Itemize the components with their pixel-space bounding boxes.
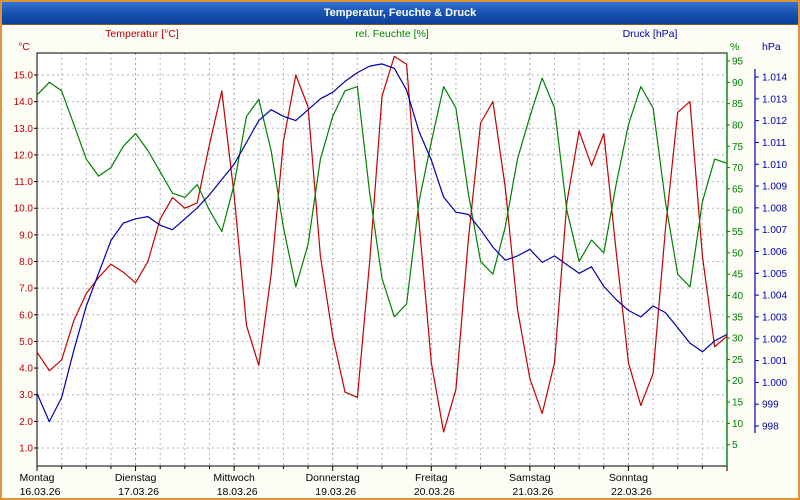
humidity-tick-label: 70 [732, 163, 744, 174]
day-label: Freitag [415, 472, 448, 484]
day-label: Mittwoch [213, 472, 255, 484]
humidity-tick-label: 85 [732, 99, 744, 110]
pressure-axis-unit: hPa [762, 41, 781, 53]
humidity-tick-label: 20 [732, 376, 744, 387]
humidity-tick-label: 15 [732, 398, 744, 409]
date-label: 19.03.26 [315, 486, 356, 498]
humidity-tick-label: 95 [732, 57, 744, 68]
temp-tick-label: 13.0 [14, 124, 34, 135]
date-label: 20.03.26 [414, 486, 455, 498]
humidity-tick-label: 80 [732, 120, 744, 131]
temp-tick-label: 11.0 [14, 177, 33, 188]
legend-pressure-label: Druck [hPa] [623, 28, 678, 40]
temp-tick-label: 5.0 [19, 337, 33, 348]
pressure-tick-label: 1.004 [762, 291, 787, 302]
legend-temp-label: Temperatur [°C] [105, 28, 179, 40]
window-title: Temperatur, Feuchte & Druck [323, 7, 477, 19]
humidity-tick-label: 45 [732, 270, 744, 281]
humidity-tick-label: 30 [732, 334, 744, 345]
pressure-tick-label: 1.007 [762, 225, 787, 236]
temp-tick-label: 1.0 [19, 444, 33, 455]
temp-tick-label: 4.0 [19, 364, 33, 375]
pressure-curve [36, 63, 728, 423]
pressure-tick-label: 1.012 [762, 116, 787, 127]
date-label: 18.03.26 [217, 486, 258, 498]
day-label: Montag [19, 472, 54, 484]
day-label: Sonntag [609, 472, 648, 484]
temp-tick-label: 9.0 [19, 230, 33, 241]
pressure-tick-label: 1.011 [762, 138, 787, 149]
chart-svg: Temperatur [°C] rel. Feuchte [%] Druck [hP… [14, 28, 788, 498]
pressure-tick-label: 1.001 [762, 356, 787, 367]
humidity-curve [36, 77, 728, 318]
humidity-tick-label: 40 [732, 291, 744, 302]
temp-tick-label: 15.0 [14, 71, 34, 82]
pressure-tick-label: 1.002 [762, 334, 787, 345]
temp-tick-label: 8.0 [19, 257, 33, 268]
pressure-tick-label: 1.006 [762, 247, 787, 258]
humidity-tick-label: 5 [732, 440, 738, 451]
humidity-tick-label: 75 [732, 142, 744, 153]
title-bar: Temperatur, Feuchte & Druck [2, 2, 798, 25]
pressure-tick-label: 1.009 [762, 182, 787, 193]
temp-axis-unit: °C [18, 41, 30, 53]
humidity-tick-label: 55 [732, 227, 744, 238]
day-label: Dienstag [115, 472, 157, 484]
humidity-axis-unit: % [730, 41, 739, 53]
pressure-tick-label: 999 [762, 400, 779, 411]
temperature-curve [36, 55, 728, 433]
pressure-tick-label: 1.014 [762, 73, 787, 84]
date-label: 16.03.26 [20, 486, 61, 498]
pressure-tick-label: 1.013 [762, 94, 787, 105]
date-label: 17.03.26 [118, 486, 159, 498]
humidity-tick-label: 10 [732, 419, 744, 430]
humidity-tick-label: 60 [732, 206, 744, 217]
temp-tick-label: 3.0 [19, 390, 33, 401]
humidity-tick-label: 65 [732, 184, 744, 195]
date-label: 21.03.26 [512, 486, 553, 498]
temp-tick-label: 7.0 [19, 284, 33, 295]
pressure-tick-label: 1.010 [762, 160, 787, 171]
pressure-tick-label: 998 [762, 422, 779, 433]
humidity-tick-label: 50 [732, 248, 744, 259]
pressure-tick-label: 1.003 [762, 312, 787, 323]
humidity-tick-label: 35 [732, 312, 744, 323]
date-label: 22.03.26 [611, 486, 652, 498]
legend-humidity-label: rel. Feuchte [%] [355, 28, 429, 40]
temp-tick-label: 2.0 [19, 417, 33, 428]
temp-tick-label: 6.0 [19, 310, 33, 321]
pressure-tick-label: 1.008 [762, 203, 787, 214]
humidity-tick-label: 25 [732, 355, 744, 366]
temp-tick-label: 12.0 [14, 150, 34, 161]
day-label: Donnerstag [306, 472, 360, 484]
temp-tick-label: 14.0 [14, 97, 34, 108]
temp-tick-label: 10.0 [14, 204, 34, 215]
humidity-tick-label: 90 [732, 78, 744, 89]
day-label: Samstag [509, 472, 551, 484]
pressure-tick-label: 1.005 [762, 269, 787, 280]
pressure-tick-label: 1.000 [762, 378, 787, 389]
